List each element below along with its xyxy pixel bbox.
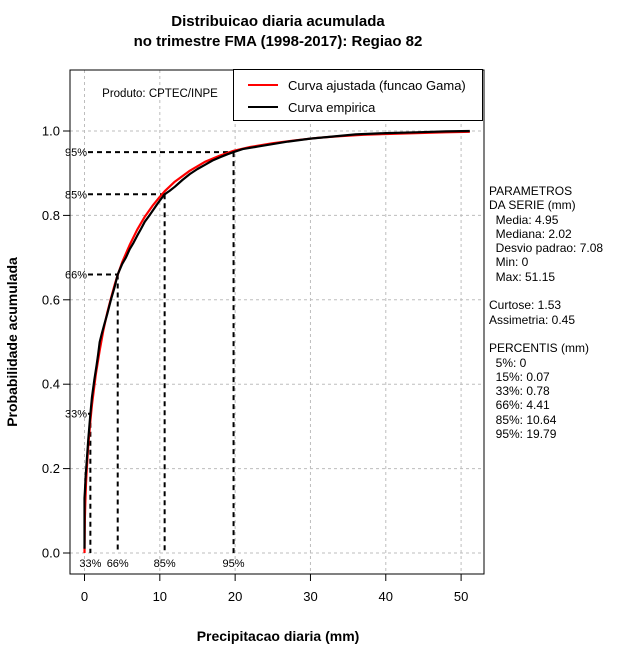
percentile-label-bottom: 85% bbox=[154, 558, 176, 570]
chart-title-line1: Distribuicao diaria acumulada bbox=[171, 13, 385, 30]
x-tick-label: 0 bbox=[81, 589, 88, 604]
x-tick-label: 40 bbox=[379, 589, 393, 604]
side-panel-line: Max: 51.15 bbox=[489, 269, 556, 284]
y-tick-label: 1.0 bbox=[42, 124, 60, 139]
x-tick-label: 10 bbox=[153, 589, 167, 604]
x-tick-label: 30 bbox=[303, 589, 317, 604]
y-tick-label: 0.2 bbox=[42, 461, 60, 476]
product-watermark: Produto: CPTEC/INPE bbox=[102, 88, 218, 100]
percentile-label-bottom: 66% bbox=[107, 558, 129, 570]
gridlines bbox=[70, 70, 484, 574]
chart-title-line2: no trimestre FMA (1998-2017): Regiao 82 bbox=[133, 33, 423, 50]
percentile-label-left: 95% bbox=[65, 147, 87, 159]
side-panel-line: 15%: 0.07 bbox=[489, 369, 550, 384]
empirical-curve-line-icon bbox=[248, 106, 278, 108]
side-panel-line: Curtose: 1.53 bbox=[489, 298, 562, 313]
side-panel-line: 85%: 10.64 bbox=[489, 412, 557, 427]
side-panel-line: Mediana: 2.02 bbox=[489, 226, 572, 241]
axis-ticks: 0 10 20 30 40 50 0.0 0.2 0.4 0.6 0.8 1.0 bbox=[42, 124, 468, 605]
side-panel-line: 66%: 4.41 bbox=[489, 398, 550, 413]
legend: Curva ajustada (funcao Gama) Curva empir… bbox=[233, 69, 483, 121]
legend-item-empirical: Curva empirica bbox=[234, 96, 482, 118]
percentile-label-bottom: 33% bbox=[79, 558, 101, 570]
y-tick-label: 0.4 bbox=[42, 377, 60, 392]
side-panel-line: 95%: 19.79 bbox=[489, 427, 557, 442]
side-panel: PARAMETROS DA SERIE (mm) Media: 4.95 Medi… bbox=[489, 184, 603, 441]
y-axis-label: Probabilidade acumulada bbox=[4, 257, 20, 427]
empirical-curve bbox=[83, 129, 470, 549]
side-panel-line: 33%: 0.78 bbox=[489, 384, 550, 399]
percentile-label-left: 33% bbox=[65, 409, 87, 421]
y-tick-label: 0.8 bbox=[42, 208, 60, 223]
percentile-label-left: 85% bbox=[65, 189, 87, 201]
legend-label-empirical: Curva empirica bbox=[288, 99, 376, 115]
x-tick-label: 50 bbox=[454, 589, 468, 604]
side-panel-line: Assimetria: 0.45 bbox=[489, 312, 576, 327]
y-tick-label: 0.0 bbox=[42, 546, 60, 561]
chart-title: Distribuicao diaria acumulada no trimest… bbox=[58, 12, 498, 52]
x-axis-label: Precipitacao diaria (mm) bbox=[196, 628, 360, 644]
side-panel-line bbox=[489, 284, 603, 298]
side-panel-line: Media: 4.95 bbox=[489, 212, 559, 227]
side-panel-line: PARAMETROS bbox=[489, 184, 573, 198]
x-tick-label: 20 bbox=[228, 589, 242, 604]
y-tick-label: 0.6 bbox=[42, 292, 60, 307]
side-panel-line: Desvio padrao: 7.08 bbox=[489, 241, 604, 256]
percentile-label-bottom: 95% bbox=[223, 558, 245, 570]
side-panel-line: PERCENTIS (mm) bbox=[489, 341, 589, 356]
side-panel-line: DA SERIE (mm) bbox=[489, 198, 576, 213]
side-panel-line: 5%: 0 bbox=[489, 355, 527, 370]
percentile-guides: 33% 33% 66% 66% 85% 85% 95% 95% bbox=[65, 147, 245, 570]
fitted-curve-line-icon bbox=[248, 84, 278, 86]
plot-box bbox=[69, 69, 485, 575]
legend-label-fitted: Curva ajustada (funcao Gama) bbox=[288, 77, 466, 93]
legend-item-fitted: Curva ajustada (funcao Gama) bbox=[234, 74, 482, 96]
percentile-label-left: 66% bbox=[65, 269, 87, 281]
side-panel-line bbox=[489, 327, 603, 341]
side-panel-line: Min: 0 bbox=[489, 255, 529, 270]
